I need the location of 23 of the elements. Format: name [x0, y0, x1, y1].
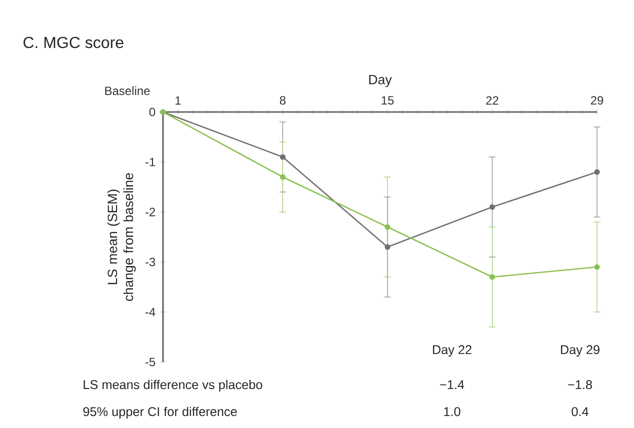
text: −1.8 [568, 380, 592, 390]
x-tick-label: 1 [176, 96, 181, 105]
annotation: Baseline [105, 86, 150, 96]
text: −1.4 [440, 380, 464, 390]
chart-title: C. MGC score [24, 36, 124, 48]
text: 95% upper CI for difference [83, 406, 237, 419]
y-tick-label: -4 [146, 308, 156, 316]
annotation: Day 29 [560, 345, 600, 357]
y-axis-title: LS mean (SEM) change from baseline [107, 173, 136, 301]
x-tick-label: 15 [382, 96, 394, 105]
x-tick-label: 29 [590, 96, 604, 105]
y-tick-label: -1 [146, 158, 156, 166]
y-tick-label: -5 [146, 358, 156, 366]
text: 1.0 [444, 407, 460, 416]
x-tick-label: 8 [280, 96, 286, 105]
y-tick-label: 0 [149, 108, 156, 116]
x-tick-label: 22 [486, 96, 498, 105]
text: LS means difference vs placebo [84, 380, 262, 392]
y-tick-label: -3 [146, 258, 156, 266]
x-axis-title: Day [369, 75, 392, 87]
y-tick-label: -2 [146, 208, 156, 216]
annotation: Day 22 [432, 345, 472, 357]
text: 0.4 [572, 407, 588, 416]
